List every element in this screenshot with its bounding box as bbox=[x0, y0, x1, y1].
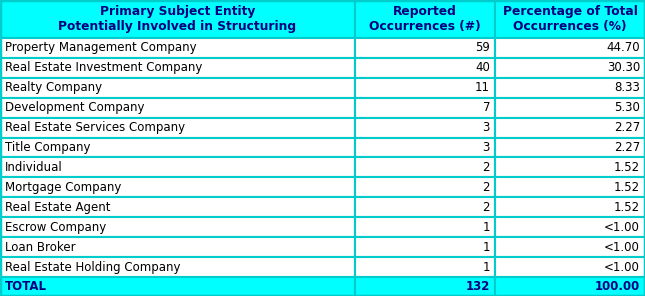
Bar bbox=[355, 277, 495, 296]
Bar bbox=[495, 257, 645, 277]
Bar bbox=[355, 78, 495, 98]
Bar bbox=[495, 58, 645, 78]
Bar bbox=[495, 217, 645, 237]
Text: Percentage of Total
Occurrences (%): Percentage of Total Occurrences (%) bbox=[502, 5, 637, 33]
Text: 1: 1 bbox=[482, 260, 490, 274]
Text: 2.27: 2.27 bbox=[614, 121, 640, 134]
Text: Property Management Company: Property Management Company bbox=[5, 41, 197, 54]
Bar bbox=[495, 138, 645, 157]
Text: 1: 1 bbox=[482, 241, 490, 254]
Bar bbox=[495, 237, 645, 257]
Bar bbox=[355, 58, 495, 78]
Text: 1: 1 bbox=[482, 221, 490, 234]
Text: Real Estate Services Company: Real Estate Services Company bbox=[5, 121, 185, 134]
Text: Realty Company: Realty Company bbox=[5, 81, 102, 94]
Bar bbox=[0, 98, 355, 118]
Text: 40: 40 bbox=[475, 61, 490, 74]
Bar bbox=[355, 138, 495, 157]
Bar bbox=[355, 257, 495, 277]
Text: <1.00: <1.00 bbox=[604, 260, 640, 274]
Text: Real Estate Agent: Real Estate Agent bbox=[5, 201, 110, 214]
Text: 1.52: 1.52 bbox=[614, 161, 640, 174]
Text: <1.00: <1.00 bbox=[604, 241, 640, 254]
Bar bbox=[355, 0, 495, 38]
Text: 2: 2 bbox=[482, 181, 490, 194]
Text: 2: 2 bbox=[482, 161, 490, 174]
Bar bbox=[0, 58, 355, 78]
Text: 100.00: 100.00 bbox=[595, 280, 640, 293]
Bar bbox=[0, 118, 355, 138]
Bar bbox=[0, 78, 355, 98]
Bar bbox=[495, 157, 645, 177]
Bar bbox=[355, 38, 495, 58]
Bar bbox=[0, 138, 355, 157]
Bar bbox=[495, 38, 645, 58]
Text: 3: 3 bbox=[482, 121, 490, 134]
Text: Real Estate Investment Company: Real Estate Investment Company bbox=[5, 61, 203, 74]
Text: 1.52: 1.52 bbox=[614, 201, 640, 214]
Bar bbox=[0, 257, 355, 277]
Text: Title Company: Title Company bbox=[5, 141, 90, 154]
Text: Individual: Individual bbox=[5, 161, 63, 174]
Text: Development Company: Development Company bbox=[5, 101, 144, 114]
Bar bbox=[355, 98, 495, 118]
Text: Real Estate Holding Company: Real Estate Holding Company bbox=[5, 260, 181, 274]
Text: 2.27: 2.27 bbox=[614, 141, 640, 154]
Bar bbox=[355, 177, 495, 197]
Text: 1.52: 1.52 bbox=[614, 181, 640, 194]
Text: <1.00: <1.00 bbox=[604, 221, 640, 234]
Bar bbox=[495, 98, 645, 118]
Bar bbox=[495, 277, 645, 296]
Bar bbox=[495, 78, 645, 98]
Text: 7: 7 bbox=[482, 101, 490, 114]
Bar bbox=[0, 38, 355, 58]
Bar bbox=[355, 118, 495, 138]
Bar bbox=[495, 118, 645, 138]
Bar bbox=[0, 197, 355, 217]
Text: Escrow Company: Escrow Company bbox=[5, 221, 106, 234]
Text: 3: 3 bbox=[482, 141, 490, 154]
Bar bbox=[495, 177, 645, 197]
Text: Primary Subject Entity
Potentially Involved in Structuring: Primary Subject Entity Potentially Invol… bbox=[59, 5, 297, 33]
Text: 59: 59 bbox=[475, 41, 490, 54]
Bar bbox=[355, 197, 495, 217]
Bar bbox=[355, 157, 495, 177]
Text: 44.70: 44.70 bbox=[606, 41, 640, 54]
Text: Reported
Occurrences (#): Reported Occurrences (#) bbox=[369, 5, 481, 33]
Text: Mortgage Company: Mortgage Company bbox=[5, 181, 121, 194]
Bar bbox=[0, 157, 355, 177]
Bar bbox=[495, 0, 645, 38]
Bar bbox=[0, 0, 355, 38]
Text: TOTAL: TOTAL bbox=[5, 280, 47, 293]
Bar bbox=[0, 177, 355, 197]
Bar bbox=[355, 217, 495, 237]
Bar bbox=[495, 197, 645, 217]
Bar bbox=[0, 237, 355, 257]
Bar bbox=[355, 237, 495, 257]
Text: 11: 11 bbox=[475, 81, 490, 94]
Text: 5.30: 5.30 bbox=[614, 101, 640, 114]
Text: 2: 2 bbox=[482, 201, 490, 214]
Text: 8.33: 8.33 bbox=[614, 81, 640, 94]
Bar bbox=[0, 217, 355, 237]
Text: 30.30: 30.30 bbox=[607, 61, 640, 74]
Text: 132: 132 bbox=[466, 280, 490, 293]
Text: Loan Broker: Loan Broker bbox=[5, 241, 75, 254]
Bar bbox=[0, 277, 355, 296]
